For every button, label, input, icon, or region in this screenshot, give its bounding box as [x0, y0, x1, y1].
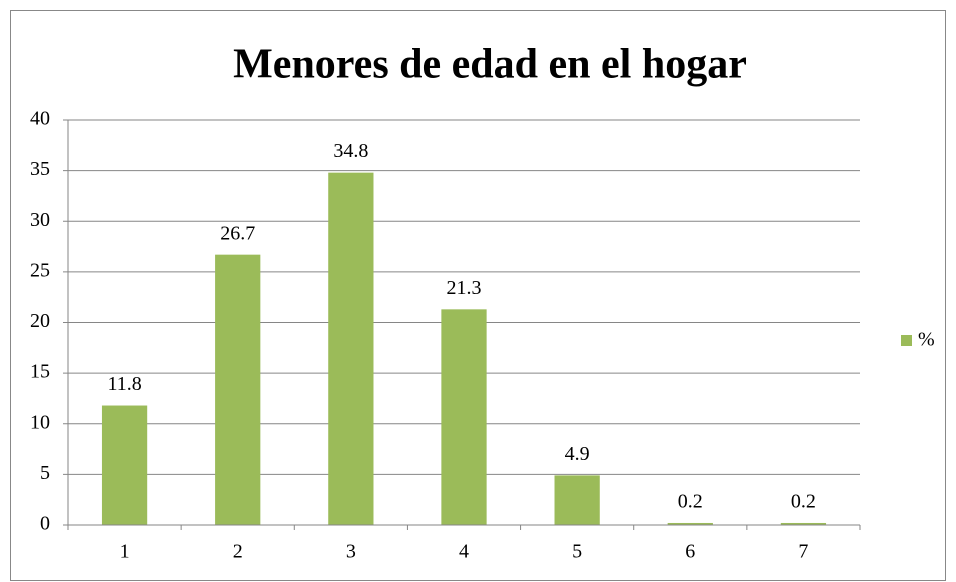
y-tick-label: 5 [40, 462, 50, 484]
x-tick-label: 5 [572, 541, 582, 563]
x-tick-label: 7 [798, 541, 808, 563]
bar [101, 405, 148, 525]
y-tick-label: 40 [30, 108, 50, 130]
y-tick-label: 35 [30, 158, 50, 180]
data-label: 4.9 [565, 443, 590, 465]
bar [215, 254, 261, 525]
data-label: 34.8 [333, 140, 368, 162]
bar [667, 522, 713, 525]
bar [554, 475, 600, 525]
data-label: 0.2 [678, 491, 703, 513]
legend-label: % [918, 329, 935, 351]
y-tick-label: 25 [30, 259, 50, 281]
x-tick-label: 6 [685, 541, 695, 563]
data-label: 26.7 [220, 222, 255, 244]
y-tick-label: 10 [30, 411, 50, 433]
bar [441, 309, 487, 525]
legend-swatch [901, 335, 912, 346]
y-tick-label: 15 [30, 361, 50, 383]
chart-title: Menores de edad en el hogar [233, 42, 747, 88]
x-tick-label: 2 [233, 541, 243, 563]
bar [780, 522, 827, 525]
y-tick-label: 30 [30, 209, 50, 231]
x-tick-label: 3 [346, 541, 356, 563]
x-tick-label: 4 [459, 541, 469, 563]
y-tick-label: 20 [30, 310, 50, 332]
data-label: 21.3 [447, 277, 482, 299]
bar [328, 172, 374, 525]
x-tick-label: 1 [120, 541, 130, 563]
y-tick-label: 0 [40, 513, 50, 535]
data-label: 0.2 [791, 491, 816, 513]
data-label: 11.8 [107, 373, 141, 395]
